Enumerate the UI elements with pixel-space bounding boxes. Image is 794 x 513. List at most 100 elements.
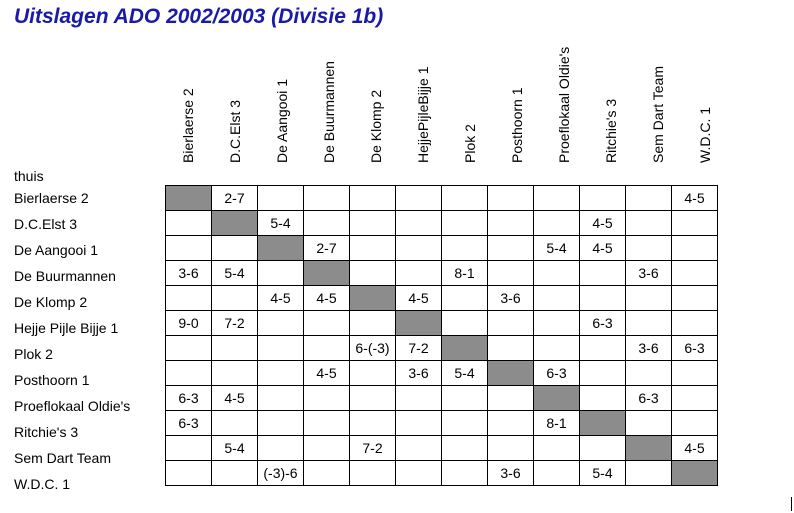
result-cell bbox=[625, 410, 672, 436]
result-cell bbox=[257, 385, 304, 411]
column-header-label: De Aangooi 1 bbox=[274, 78, 290, 163]
result-cell bbox=[303, 410, 350, 436]
result-cell bbox=[579, 360, 626, 386]
column-header: Sem Dart Team bbox=[635, 0, 681, 181]
row-label: Posthoorn 1 bbox=[14, 372, 90, 388]
result-cell bbox=[395, 260, 442, 286]
result-cell bbox=[303, 185, 350, 211]
result-cell bbox=[441, 185, 488, 211]
result-cell bbox=[257, 435, 304, 461]
edge-marker bbox=[791, 497, 792, 511]
table-row: 3-6 5-4 8-1 3-6 bbox=[165, 260, 718, 286]
result-cell bbox=[303, 210, 350, 236]
column-header: Posthoorn 1 bbox=[494, 0, 540, 181]
result-cell bbox=[533, 210, 580, 236]
result-cell bbox=[395, 435, 442, 461]
table-row: 6-3 4-5 6-3 bbox=[165, 385, 718, 411]
diagonal-cell bbox=[211, 210, 258, 236]
result-cell bbox=[625, 360, 672, 386]
result-cell bbox=[349, 185, 396, 211]
result-cell: 3-6 bbox=[487, 460, 534, 486]
row-label: De Klomp 2 bbox=[14, 294, 88, 310]
results-table: 2-7 4-5 5-4 4-5 2-7 5-4 4-5 3-6 5-4 8-1 3-6 4-5 4-5 4… bbox=[165, 185, 718, 486]
result-cell bbox=[579, 185, 626, 211]
result-cell bbox=[211, 285, 258, 311]
column-header-label: W.D.C. 1 bbox=[697, 106, 713, 163]
result-cell bbox=[349, 260, 396, 286]
column-header: HejjePijleBijje 1 bbox=[400, 0, 446, 181]
result-cell: 5-4 bbox=[579, 460, 626, 486]
result-cell bbox=[165, 360, 212, 386]
column-header-label: Proeflokaal Oldie's bbox=[556, 46, 572, 163]
result-cell bbox=[579, 385, 626, 411]
diagonal-cell bbox=[257, 235, 304, 261]
result-cell bbox=[671, 385, 718, 411]
row-label: Bierlaerse 2 bbox=[14, 190, 89, 206]
table-row: 6-(-3) 7-2 3-6 6-3 bbox=[165, 335, 718, 361]
result-cell bbox=[349, 460, 396, 486]
result-cell: 6-3 bbox=[671, 335, 718, 361]
result-cell bbox=[211, 335, 258, 361]
result-cell bbox=[165, 335, 212, 361]
result-cell bbox=[441, 410, 488, 436]
result-cell bbox=[349, 385, 396, 411]
result-cell bbox=[625, 210, 672, 236]
result-cell: 7-2 bbox=[349, 435, 396, 461]
result-cell bbox=[257, 260, 304, 286]
result-cell: 3-6 bbox=[625, 335, 672, 361]
result-cell bbox=[671, 310, 718, 336]
result-cell: 4-5 bbox=[257, 285, 304, 311]
result-cell bbox=[257, 310, 304, 336]
table-row: 5-4 4-5 bbox=[165, 210, 718, 236]
result-cell bbox=[303, 335, 350, 361]
result-cell bbox=[579, 335, 626, 361]
result-cell bbox=[349, 210, 396, 236]
result-cell bbox=[211, 235, 258, 261]
result-cell bbox=[671, 410, 718, 436]
row-label: Proeflokaal Oldie's bbox=[14, 398, 131, 414]
result-cell bbox=[533, 285, 580, 311]
result-cell: 3-6 bbox=[395, 360, 442, 386]
column-header: Plok 2 bbox=[447, 0, 493, 181]
row-label: D.C.Elst 3 bbox=[14, 216, 78, 232]
result-cell: 4-5 bbox=[579, 210, 626, 236]
result-cell: 5-4 bbox=[533, 235, 580, 261]
result-cell bbox=[487, 435, 534, 461]
result-cell bbox=[487, 185, 534, 211]
result-cell: 4-5 bbox=[579, 235, 626, 261]
result-cell bbox=[211, 360, 258, 386]
result-cell: 6-(-3) bbox=[349, 335, 396, 361]
result-cell bbox=[395, 185, 442, 211]
result-cell: 4-5 bbox=[303, 360, 350, 386]
result-cell bbox=[625, 310, 672, 336]
row-label: De Buurmannen bbox=[14, 268, 116, 284]
diagonal-cell bbox=[395, 310, 442, 336]
table-row: 6-3 8-1 bbox=[165, 410, 718, 436]
result-cell: 4-5 bbox=[303, 285, 350, 311]
column-header: Bierlaerse 2 bbox=[165, 0, 211, 181]
result-cell bbox=[165, 435, 212, 461]
column-header-label: Ritchie's 3 bbox=[603, 98, 619, 163]
result-cell bbox=[671, 260, 718, 286]
diagonal-cell bbox=[441, 335, 488, 361]
result-cell bbox=[441, 310, 488, 336]
table-row: 5-4 7-2 4-5 bbox=[165, 435, 718, 461]
result-cell bbox=[303, 385, 350, 411]
result-cell bbox=[625, 235, 672, 261]
result-cell bbox=[625, 185, 672, 211]
result-cell bbox=[579, 435, 626, 461]
result-cell bbox=[303, 310, 350, 336]
result-cell bbox=[257, 410, 304, 436]
diagonal-cell bbox=[349, 285, 396, 311]
column-header-label: Posthoorn 1 bbox=[509, 87, 525, 164]
page-title: Uitslagen ADO 2002/2003 (Divisie 1b) bbox=[14, 5, 384, 28]
result-cell bbox=[579, 285, 626, 311]
result-cell bbox=[533, 435, 580, 461]
result-cell: 5-4 bbox=[257, 210, 304, 236]
result-cell: 2-7 bbox=[211, 185, 258, 211]
result-cell bbox=[303, 435, 350, 461]
result-cell bbox=[671, 360, 718, 386]
result-cell bbox=[165, 210, 212, 236]
diagonal-cell bbox=[533, 385, 580, 411]
result-cell bbox=[487, 260, 534, 286]
